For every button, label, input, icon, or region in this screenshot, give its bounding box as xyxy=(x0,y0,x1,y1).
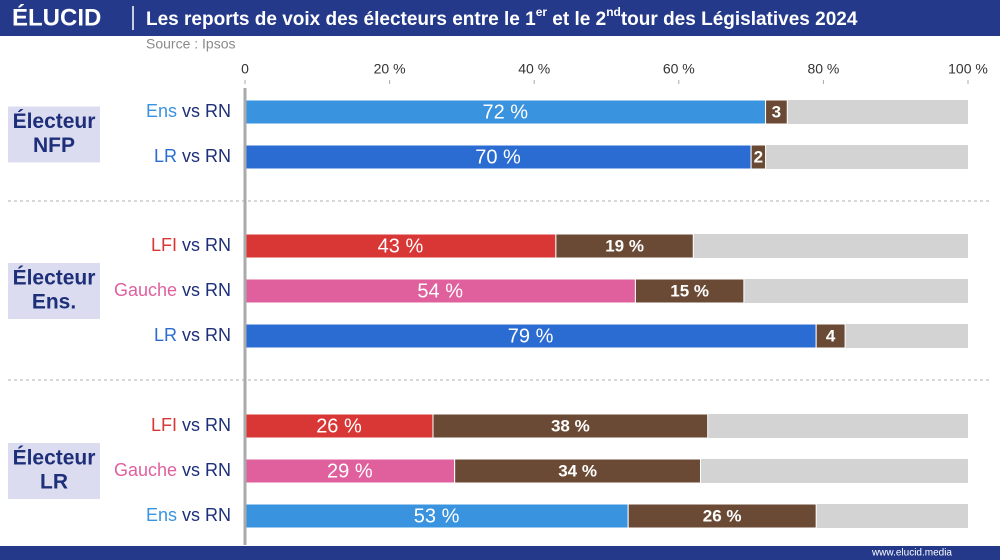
row-versus: vs RN xyxy=(182,146,231,166)
group-label: Électeur xyxy=(13,267,96,290)
value-label: 70 % xyxy=(475,146,521,168)
bar-rn xyxy=(765,99,788,125)
source: Source : Ipsos xyxy=(146,36,236,52)
group-label-box xyxy=(8,263,100,319)
value-label: 3 xyxy=(772,102,781,121)
row-label: Gauche vs RN xyxy=(114,280,231,300)
row-candidate: Ens xyxy=(146,101,177,121)
group-label-box xyxy=(8,106,100,163)
x-tick-label: 80 % xyxy=(807,61,839,77)
bar-rn xyxy=(555,233,694,259)
value-label: 26 % xyxy=(316,415,362,437)
x-tick-label: 20 % xyxy=(374,61,406,77)
row-candidate: LR xyxy=(154,146,177,166)
bar-candidate xyxy=(244,458,456,484)
title-part: Les reports de voix des électeurs entre … xyxy=(146,9,536,30)
row-versus: vs RN xyxy=(182,505,231,525)
value-label: 29 % xyxy=(327,460,373,482)
group-label: Ens. xyxy=(32,291,76,314)
row-candidate: LR xyxy=(154,325,177,345)
group-label: Électeur xyxy=(13,447,96,470)
title-superscript: nd xyxy=(606,5,621,19)
bar-rn xyxy=(815,323,846,349)
row-label: Ens vs RN xyxy=(146,101,231,121)
footer-bar xyxy=(0,546,1000,560)
x-tick-label: 100 % xyxy=(948,61,988,77)
bar-candidate xyxy=(244,144,752,170)
bar-candidate xyxy=(244,278,636,304)
bar-rn xyxy=(454,458,701,484)
chart-title: Les reports de voix des électeurs entre … xyxy=(146,5,858,30)
row-label: LFI vs RN xyxy=(151,415,231,435)
row-versus: vs RN xyxy=(182,235,231,255)
title-part: et le 2 xyxy=(547,9,606,30)
brand: ÉLUCID xyxy=(12,3,101,31)
value-label: 15 % xyxy=(670,281,709,300)
title-superscript: er xyxy=(536,5,548,19)
row-candidate: Ens xyxy=(146,505,177,525)
row-versus: vs RN xyxy=(182,101,231,121)
bar-rn xyxy=(627,503,817,529)
value-label: 19 % xyxy=(605,236,644,255)
row-versus: vs RN xyxy=(182,325,231,345)
value-label: 79 % xyxy=(508,325,554,347)
row-versus: vs RN xyxy=(182,460,231,480)
row-candidate: LFI xyxy=(151,415,177,435)
row-label: LR vs RN xyxy=(154,325,231,345)
value-label: 43 % xyxy=(378,235,424,257)
row-versus: vs RN xyxy=(182,415,231,435)
group-label-box xyxy=(8,443,100,499)
row-candidate: Gauche xyxy=(114,280,177,300)
value-label: 26 % xyxy=(703,506,742,525)
row-label: Ens vs RN xyxy=(146,505,231,525)
x-tick-label: 0 xyxy=(241,61,249,77)
bar-rn xyxy=(432,413,709,439)
row-label: Gauche vs RN xyxy=(114,460,231,480)
group-label: NFP xyxy=(33,134,75,157)
bar-rn xyxy=(750,144,767,170)
value-label: 34 % xyxy=(558,461,597,480)
value-label: 38 % xyxy=(551,416,590,435)
row-versus: vs RN xyxy=(182,280,231,300)
bar-rn xyxy=(634,278,745,304)
footer: www.elucid.media xyxy=(871,548,952,559)
row-candidate: Gauche xyxy=(114,460,177,480)
x-tick-label: 60 % xyxy=(663,61,695,77)
value-label: 2 xyxy=(754,147,763,166)
row-label: LR vs RN xyxy=(154,146,231,166)
value-label: 4 xyxy=(826,326,836,345)
row-candidate: LFI xyxy=(151,235,177,255)
bar-candidate xyxy=(244,323,817,349)
title-part: tour des Législatives 2024 xyxy=(621,9,858,30)
group-label: Électeur xyxy=(13,110,96,133)
value-label: 54 % xyxy=(417,280,463,302)
bar-candidate xyxy=(244,99,767,125)
row-label: LFI vs RN xyxy=(151,235,231,255)
bar-candidate xyxy=(244,413,434,439)
group-label: LR xyxy=(40,471,68,494)
x-tick-label: 40 % xyxy=(518,61,550,77)
header-bar xyxy=(0,0,1000,36)
value-label: 72 % xyxy=(482,101,528,123)
value-label: 53 % xyxy=(414,505,460,527)
